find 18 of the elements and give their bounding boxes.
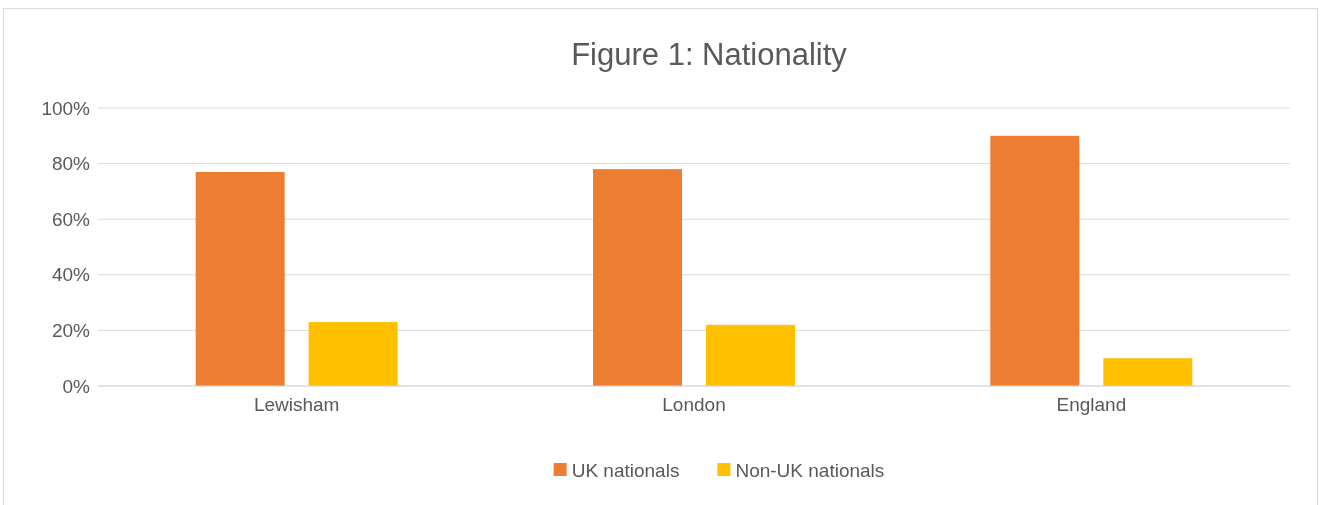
y-tick-label: 20% <box>51 319 91 341</box>
bar <box>1103 358 1193 386</box>
y-tick-label: 0% <box>62 375 91 397</box>
x-tick-label: London <box>662 394 726 416</box>
bar <box>308 322 398 386</box>
chart-title: Figure 1: Nationality <box>571 37 848 72</box>
legend-label: UK nationals <box>571 459 680 481</box>
bar <box>593 169 682 386</box>
legend-label: Non-UK nationals <box>735 459 885 481</box>
y-tick-label: 60% <box>51 208 91 230</box>
bar <box>195 171 285 386</box>
y-tick-label: 40% <box>51 264 91 286</box>
y-tick-label: 80% <box>51 153 91 175</box>
y-tick-label: 100% <box>41 97 91 119</box>
bar <box>706 324 795 386</box>
x-tick-label: England <box>1056 394 1127 416</box>
x-tick-label: Lewisham <box>253 394 340 416</box>
bar <box>990 135 1080 386</box>
